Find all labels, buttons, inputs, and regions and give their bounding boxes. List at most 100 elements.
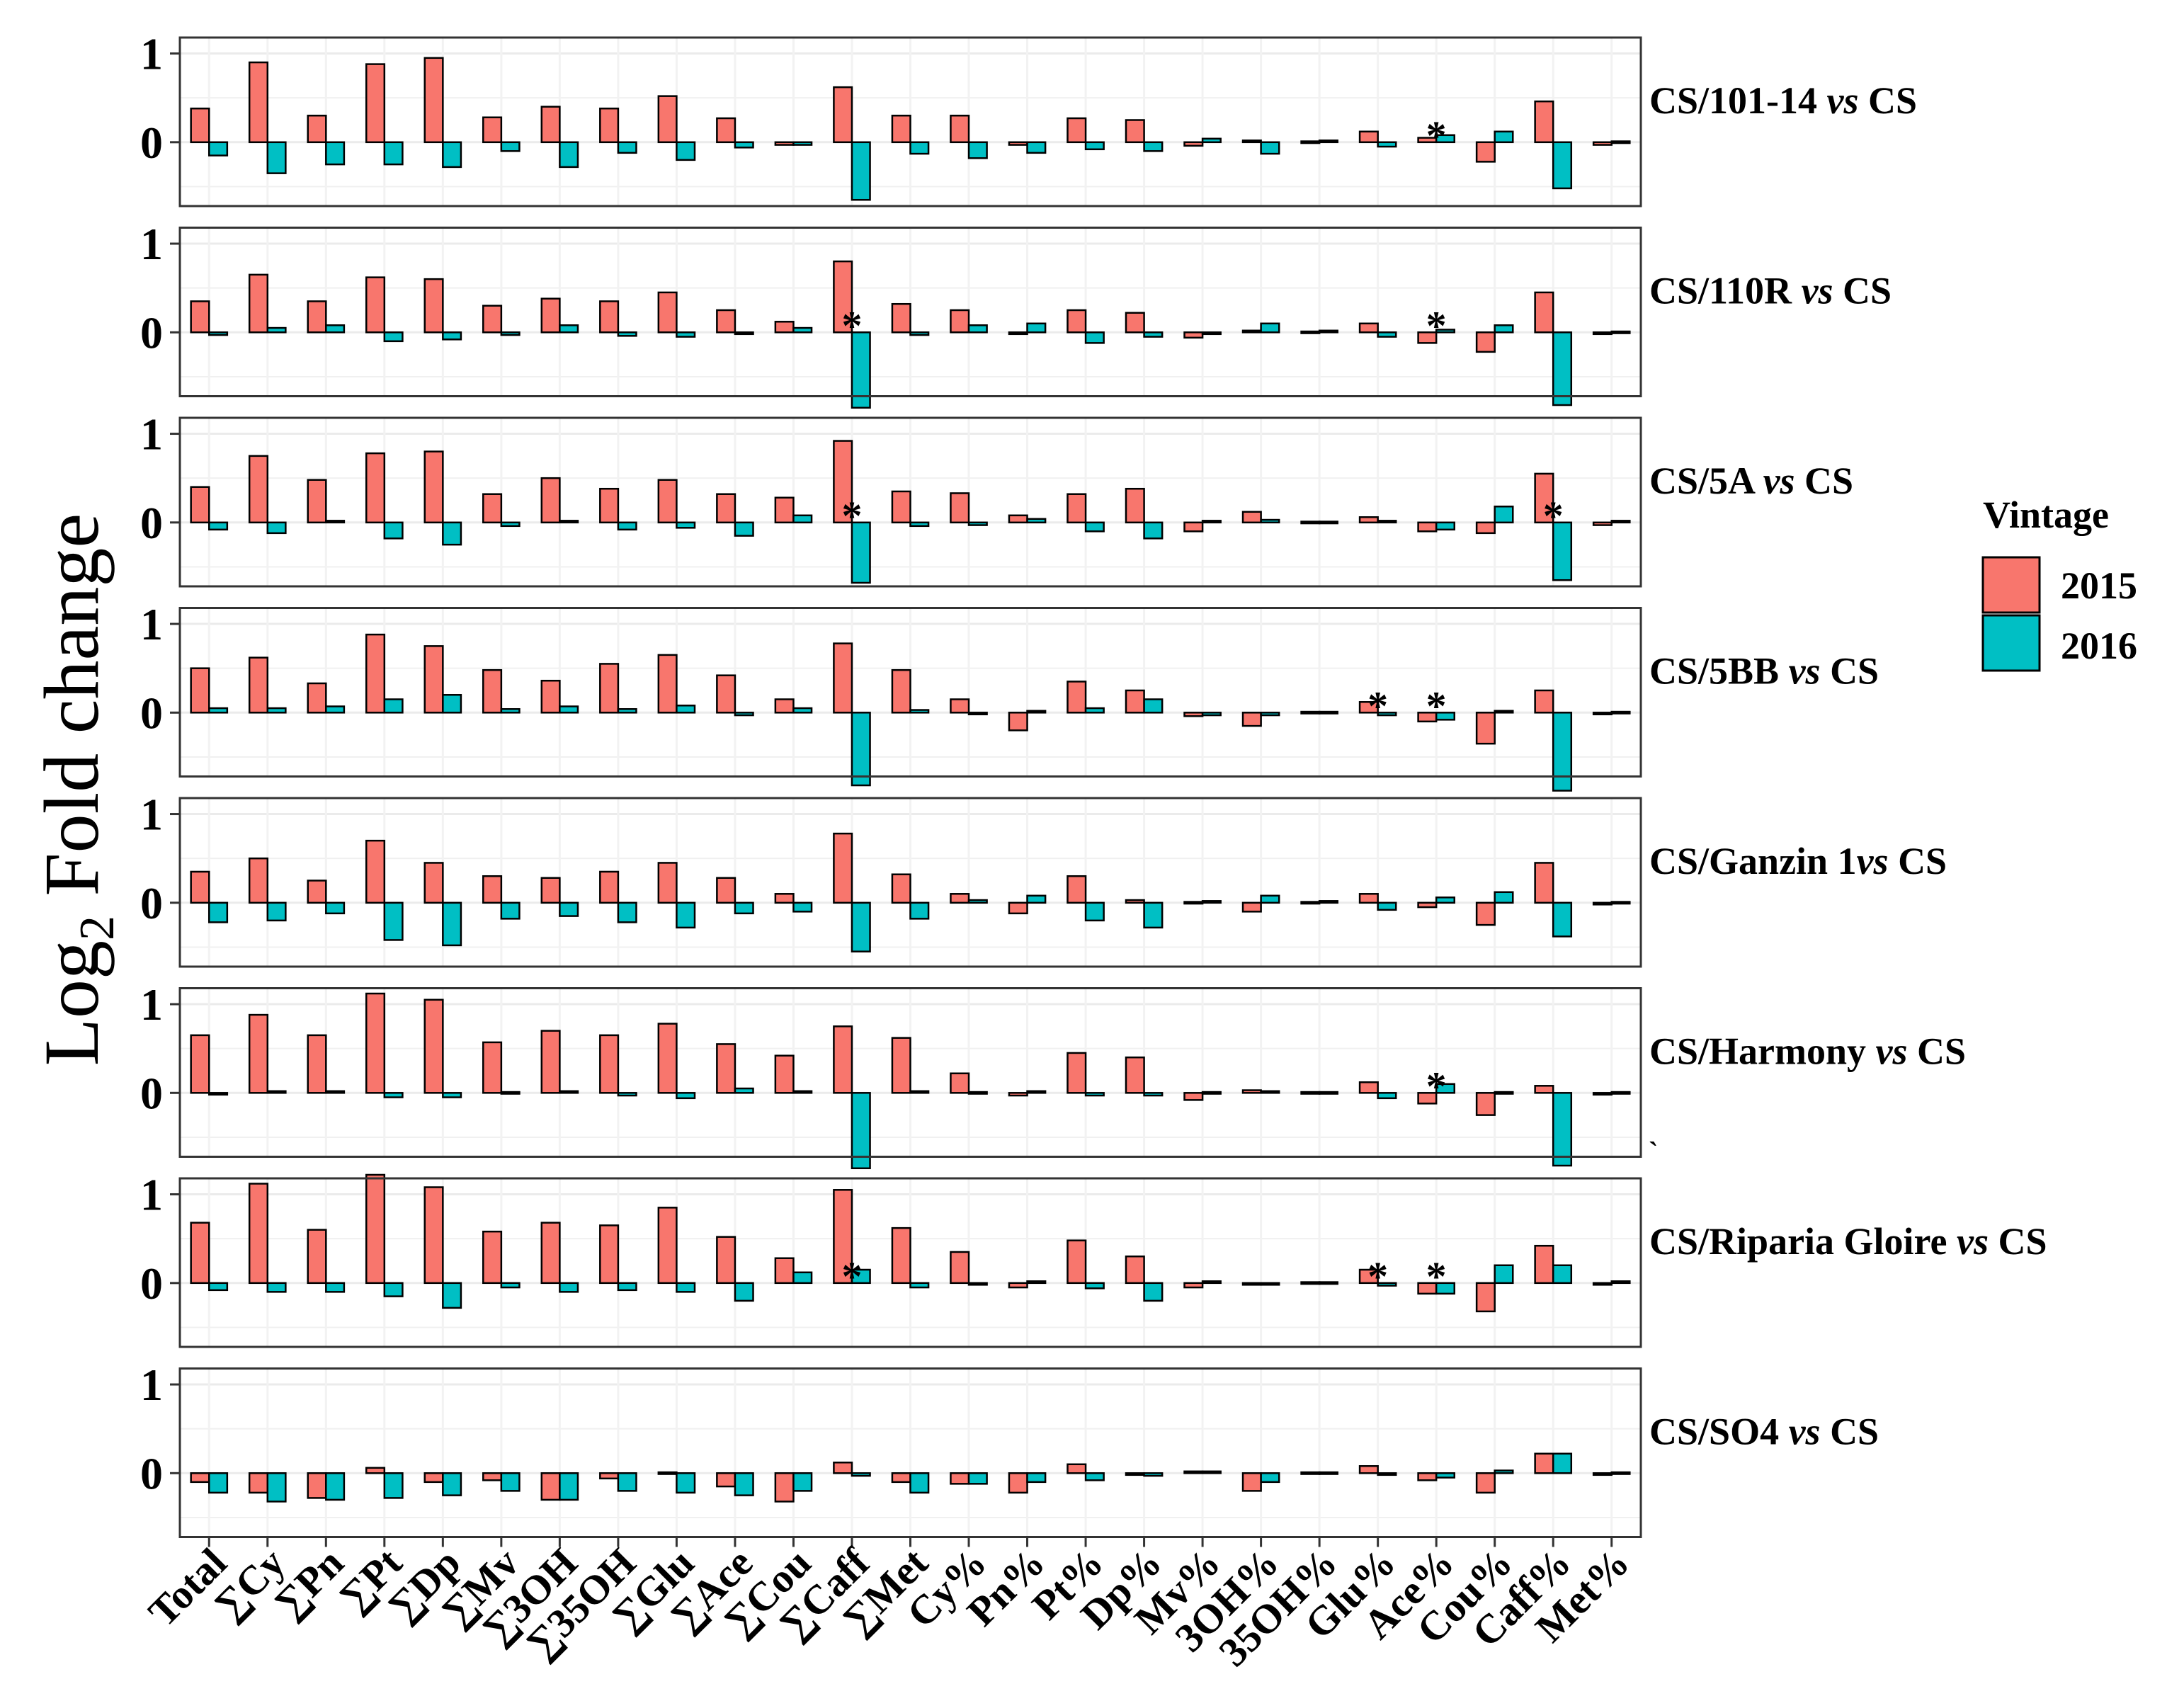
bar-2016 bbox=[1435, 712, 1456, 721]
y-tick-label: 0 bbox=[140, 118, 163, 168]
bar-2015 bbox=[1067, 117, 1087, 144]
bar-2016 bbox=[1494, 891, 1514, 904]
bar-2016 bbox=[1260, 894, 1280, 904]
bar-2016 bbox=[1143, 141, 1164, 152]
y-axis-title-subscript: 2 bbox=[70, 916, 125, 940]
bar-2016 bbox=[1377, 331, 1397, 338]
facet-panel: * 0 1 CS/101-14 vs CS bbox=[140, 29, 1917, 207]
bar-2015 bbox=[1592, 331, 1613, 336]
facet-label: CS/110R vs CS bbox=[1649, 270, 1892, 312]
bar-2015 bbox=[423, 645, 444, 714]
bar-2016 bbox=[909, 521, 930, 528]
bar-2016 bbox=[1143, 331, 1164, 338]
bar-2015 bbox=[1358, 130, 1379, 144]
bar-2016 bbox=[734, 331, 754, 336]
bar-2016 bbox=[1084, 1472, 1105, 1481]
legend-swatch-2015 bbox=[1981, 556, 2041, 614]
bar-2016 bbox=[851, 901, 871, 952]
bar-2015 bbox=[950, 893, 970, 904]
y-tick-label: 1 bbox=[140, 599, 163, 649]
bar-2016 bbox=[792, 141, 813, 146]
bar-2015 bbox=[423, 57, 444, 144]
bar-2016 bbox=[1318, 900, 1338, 904]
bar-2016 bbox=[1201, 712, 1222, 717]
bar-2016 bbox=[325, 1472, 346, 1501]
bar-2015 bbox=[190, 107, 210, 144]
bar-2015 bbox=[833, 260, 853, 334]
facet-label-suffix: CS bbox=[1795, 460, 1854, 502]
significance-star: * bbox=[841, 493, 862, 539]
bar-2015 bbox=[307, 300, 327, 334]
bar-2016 bbox=[325, 324, 346, 334]
panel-border bbox=[178, 416, 1642, 588]
bar-2015 bbox=[891, 490, 911, 524]
bar-2016 bbox=[1084, 521, 1105, 533]
bar-2016 bbox=[967, 1091, 988, 1095]
bar-2016 bbox=[1494, 1264, 1514, 1285]
bar-2015 bbox=[1475, 1282, 1496, 1313]
bar-2016 bbox=[1260, 322, 1280, 334]
bar-2016 bbox=[676, 901, 696, 929]
bar-2016 bbox=[1084, 141, 1105, 151]
bar-2015 bbox=[1183, 901, 1204, 905]
bar-2016 bbox=[1610, 710, 1631, 715]
bar-2015 bbox=[190, 486, 210, 524]
significance-star: * bbox=[1367, 1253, 1388, 1299]
bar-2016 bbox=[1552, 521, 1573, 581]
bar-2016 bbox=[500, 708, 521, 714]
bar-2015 bbox=[833, 1025, 853, 1094]
bar-2016 bbox=[1201, 520, 1222, 524]
bar-2016 bbox=[676, 1472, 696, 1494]
bar-2016 bbox=[676, 521, 696, 529]
y-tick-label: 0 bbox=[140, 1068, 163, 1118]
bar-2016 bbox=[1201, 900, 1222, 904]
bar-2015 bbox=[1475, 901, 1496, 926]
bar-2015 bbox=[365, 1467, 386, 1474]
bar-2016 bbox=[1610, 1280, 1631, 1285]
bar-2015 bbox=[540, 477, 561, 524]
bar-2016 bbox=[208, 1282, 229, 1292]
bar-2015 bbox=[482, 668, 503, 714]
bar-2016 bbox=[500, 331, 521, 336]
bar-2016 bbox=[617, 901, 637, 923]
bar-2016 bbox=[500, 1091, 521, 1095]
bar-2015 bbox=[657, 291, 678, 334]
bar-2015 bbox=[1592, 521, 1613, 526]
bar-2016 bbox=[967, 141, 988, 159]
bar-2015 bbox=[540, 106, 561, 144]
bar-2015 bbox=[1592, 1282, 1613, 1286]
bar-2015 bbox=[891, 114, 911, 144]
bar-2016 bbox=[1552, 331, 1573, 406]
bar-2015 bbox=[540, 1030, 561, 1094]
bar-2016 bbox=[1552, 1264, 1573, 1285]
bar-2015 bbox=[716, 1472, 736, 1488]
bar-2016 bbox=[1494, 1469, 1514, 1474]
bar-2015 bbox=[1300, 1471, 1321, 1475]
bar-2015 bbox=[657, 654, 678, 714]
bar-2016 bbox=[1318, 520, 1338, 525]
bar-2015 bbox=[1241, 901, 1262, 913]
bar-2015 bbox=[482, 1230, 503, 1285]
bar-2016 bbox=[1318, 1091, 1338, 1095]
bar-2016 bbox=[442, 694, 462, 714]
bar-2015 bbox=[365, 992, 386, 1094]
bar-2016 bbox=[500, 1472, 521, 1492]
bar-2015 bbox=[1417, 1092, 1438, 1105]
bar-2016 bbox=[559, 901, 579, 917]
bar-2016 bbox=[734, 712, 754, 717]
y-tick-label: 0 bbox=[140, 1448, 163, 1498]
bar-2015 bbox=[248, 1472, 269, 1494]
legend-label-2016: 2016 bbox=[2061, 625, 2137, 667]
bar-2016 bbox=[1026, 710, 1047, 714]
bar-2015 bbox=[657, 479, 678, 524]
bar-2015 bbox=[1534, 1452, 1554, 1474]
bar-2015 bbox=[1067, 1463, 1087, 1474]
bar-2016 bbox=[500, 141, 521, 152]
bar-2016 bbox=[792, 707, 813, 714]
bar-2016 bbox=[792, 1090, 813, 1094]
facet-label-prefix: CS/Harmony bbox=[1649, 1030, 1876, 1073]
bar-2016 bbox=[442, 1282, 462, 1309]
facet-label: CS/101-14 vs CS bbox=[1649, 79, 1917, 122]
bar-2015 bbox=[1183, 141, 1204, 147]
